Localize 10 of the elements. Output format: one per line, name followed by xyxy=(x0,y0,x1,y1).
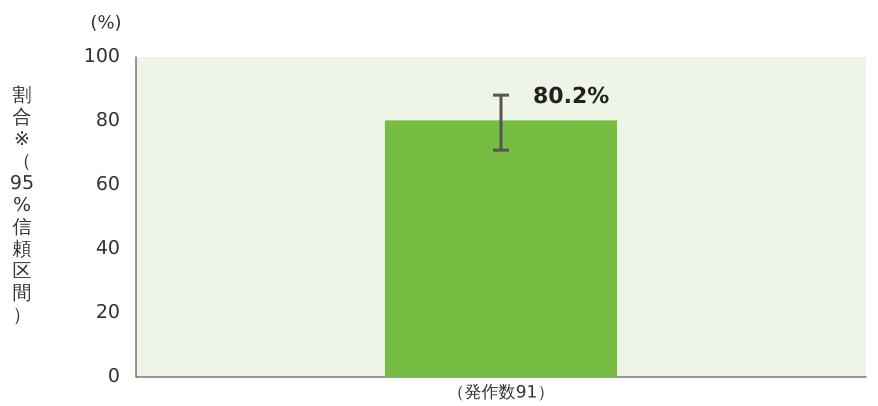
text: 割合※（95%信頼区間） xyxy=(10,84,34,326)
x-tick-label: （発作数91） xyxy=(448,382,554,403)
y-tick-label: 60 xyxy=(96,172,120,195)
y-tick-label: 100 xyxy=(84,44,120,67)
data-label: 80.2% xyxy=(533,84,610,109)
y-tick-label: 80 xyxy=(96,108,120,131)
y-tick-label: 0 xyxy=(108,364,120,387)
text: (%) xyxy=(90,12,122,34)
y-tick-label: 20 xyxy=(96,300,120,323)
y-tick-label: 40 xyxy=(96,236,120,259)
